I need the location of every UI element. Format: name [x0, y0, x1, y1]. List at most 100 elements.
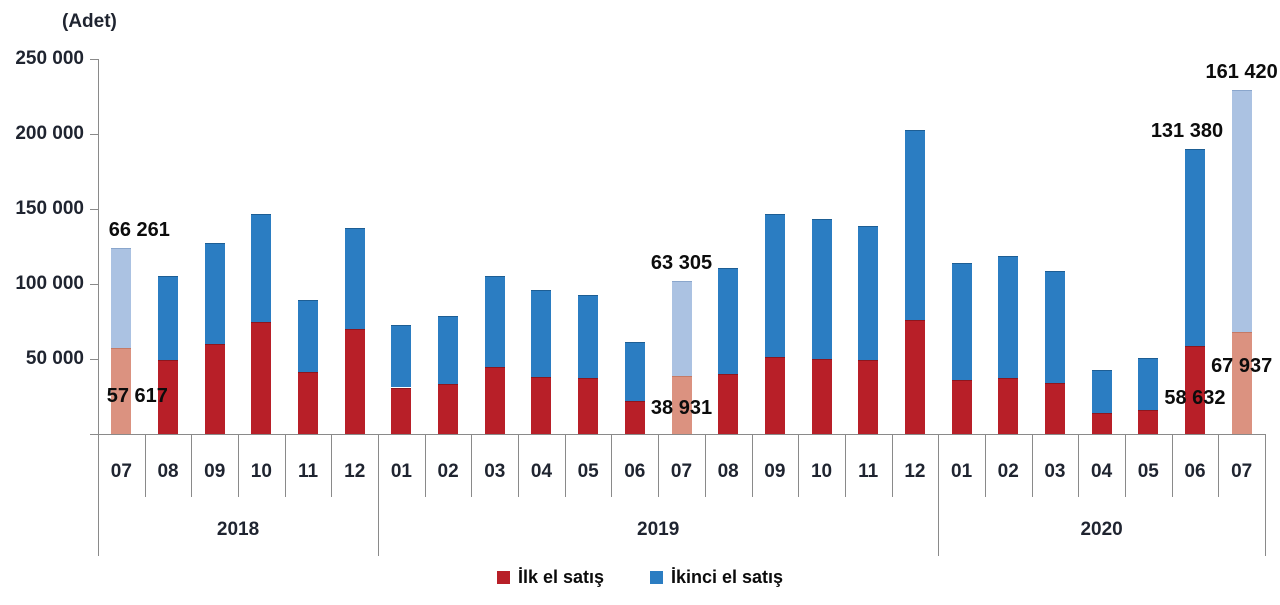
bar-second-hand-segment	[578, 294, 599, 379]
month-divider-line	[144, 434, 146, 497]
legend-item-second-hand: İkinci el satış	[650, 567, 783, 588]
year-divider-line	[378, 434, 380, 556]
month-divider-line	[1124, 434, 1126, 497]
month-divider-line	[984, 434, 986, 497]
y-tick-label: 250 000	[15, 48, 84, 69]
month-label: 11	[858, 461, 879, 482]
month-label: 01	[951, 461, 973, 482]
bar-first-hand-segment	[1184, 346, 1205, 434]
bar-second-hand-segment	[764, 213, 785, 358]
legend-item-first-hand: İlk el satış	[496, 567, 604, 588]
bar-second-hand-segment	[298, 299, 319, 373]
bar-second-hand-segment	[671, 280, 692, 376]
bar-second-hand-segment	[624, 342, 645, 402]
bar-second-hand-segment	[951, 263, 972, 381]
bar-first-hand-segment	[344, 328, 365, 434]
legend-swatch-second-hand-icon	[650, 571, 663, 584]
month-label: 01	[390, 461, 412, 482]
y-axis-tick	[90, 284, 98, 285]
month-label: 04	[530, 461, 553, 482]
annotation-first-hand-value: 67 937	[1211, 355, 1273, 377]
month-divider-line	[844, 434, 846, 497]
month-label: 07	[670, 461, 693, 482]
month-label: 10	[810, 461, 833, 482]
bar-second-hand-segment	[531, 290, 552, 377]
month-divider-line	[891, 434, 893, 497]
y-axis-unit-label: (Adet)	[62, 11, 117, 32]
year-label: 2018	[216, 519, 260, 540]
bar-second-hand-segment	[484, 276, 505, 367]
bar-second-hand-segment	[904, 129, 925, 320]
annotation-first-hand-value: 57 617	[106, 385, 168, 407]
y-axis-tick	[90, 434, 98, 435]
month-label: 03	[1044, 461, 1066, 482]
month-divider-line	[611, 434, 613, 497]
legend: İlk el satış İkinci el satış	[0, 567, 1280, 588]
bar-first-hand-segment	[671, 375, 692, 434]
bar-first-hand-segment	[391, 387, 412, 434]
bar-first-hand-segment	[858, 360, 879, 434]
bar-second-hand-segment	[111, 248, 132, 348]
legend-label-second-hand: İkinci el satış	[671, 567, 784, 587]
y-axis-line	[98, 59, 99, 434]
bar-first-hand-segment	[158, 360, 179, 434]
month-label: 11	[298, 461, 319, 482]
month-label: 05	[1137, 461, 1159, 482]
annotation-second-hand-value: 63 305	[650, 251, 713, 274]
bar-second-hand-segment	[251, 214, 272, 322]
bar-first-hand-segment	[998, 377, 1019, 434]
month-divider-line	[238, 434, 240, 497]
month-label: 12	[344, 461, 366, 482]
month-divider-line	[331, 434, 333, 497]
month-label: 07	[110, 461, 132, 482]
y-tick-label: 150 000	[15, 198, 84, 219]
month-label: 04	[1091, 461, 1113, 482]
year-label: 2019	[637, 519, 680, 540]
bar-first-hand-segment	[1044, 383, 1065, 434]
y-axis-tick	[90, 59, 98, 60]
bar-second-hand-segment	[344, 227, 365, 329]
month-label: 08	[157, 461, 179, 482]
bar-first-hand-segment	[251, 321, 272, 434]
bar-first-hand-segment	[624, 401, 645, 434]
y-tick-label: 100 000	[15, 273, 84, 294]
bar-first-hand-segment	[298, 372, 319, 434]
month-label: 06	[624, 461, 646, 482]
bar-first-hand-segment	[204, 343, 225, 434]
bar-second-hand-segment	[204, 242, 225, 344]
year-divider-line	[1265, 434, 1266, 556]
month-divider-line	[1078, 434, 1080, 497]
month-divider-line	[1218, 434, 1220, 497]
bar-first-hand-segment	[1231, 332, 1252, 434]
year-label: 2020	[1080, 519, 1123, 540]
bar-first-hand-segment	[1138, 409, 1159, 434]
month-label: 08	[717, 461, 739, 482]
month-label: 07	[1231, 461, 1253, 482]
y-axis-tick	[90, 209, 98, 210]
month-divider-line	[471, 434, 473, 497]
month-label: 02	[997, 461, 1019, 482]
bar-first-hand-segment	[904, 319, 925, 434]
month-divider-line	[1031, 434, 1033, 497]
year-divider-line	[938, 434, 940, 556]
bar-first-hand-segment	[1091, 413, 1112, 434]
y-axis-tick	[90, 134, 98, 135]
month-divider-line	[798, 434, 800, 497]
bar-first-hand-segment	[531, 377, 552, 434]
month-label: 10	[250, 461, 272, 482]
bar-second-hand-segment	[1044, 270, 1065, 383]
month-label: 03	[484, 461, 506, 482]
month-divider-line	[564, 434, 566, 497]
month-divider-line	[704, 434, 706, 497]
annotation-second-hand-value: 161 420	[1205, 60, 1278, 83]
bar-second-hand-segment	[1184, 148, 1205, 347]
bar-second-hand-segment	[811, 219, 832, 359]
month-divider-line	[284, 434, 286, 497]
y-tick-label: 50 000	[25, 348, 84, 369]
bar-first-hand-segment	[811, 358, 832, 434]
bar-second-hand-segment	[158, 276, 179, 361]
y-tick-label: 200 000	[15, 123, 84, 144]
year-divider-line	[98, 434, 99, 556]
